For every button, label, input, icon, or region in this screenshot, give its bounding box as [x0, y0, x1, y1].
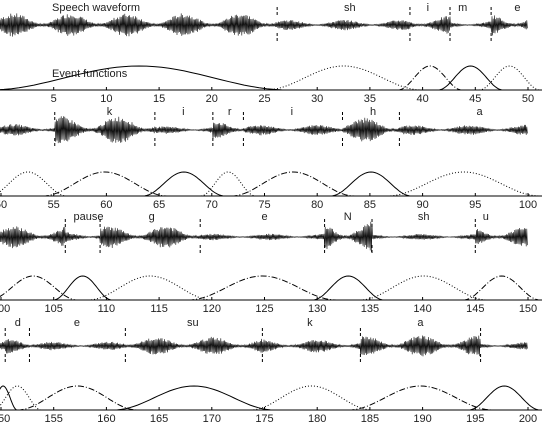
event-function — [387, 171, 541, 197]
x-tick-label: 70 — [206, 199, 218, 211]
event-function — [200, 171, 256, 197]
segment-label: h — [370, 106, 376, 118]
x-tick-label: 160 — [97, 413, 115, 425]
x-tick-label: 85 — [364, 199, 376, 211]
waveform — [0, 116, 528, 144]
x-tick-label: 195 — [466, 413, 484, 425]
x-tick-label: 5 — [51, 93, 57, 105]
segment-label: i — [427, 2, 429, 14]
event-function — [231, 171, 355, 197]
segment-label: k — [307, 317, 313, 329]
x-tick-label: 135 — [361, 303, 379, 315]
x-tick-label: 165 — [150, 413, 168, 425]
segment-label: e — [514, 2, 520, 14]
x-tick-label: 100 — [519, 199, 537, 211]
segment-label: su — [187, 317, 199, 329]
event-function — [437, 65, 504, 91]
x-tick-label: 25 — [258, 93, 270, 105]
event-function — [359, 275, 488, 301]
x-tick-label: 145 — [466, 303, 484, 315]
segment-label: sh — [418, 211, 430, 223]
event-function — [88, 275, 213, 301]
x-tick-label: 20 — [206, 93, 218, 105]
x-tick-label: 55 — [48, 199, 60, 211]
event-function — [53, 275, 113, 301]
x-tick-label: 175 — [255, 413, 273, 425]
event-function — [479, 65, 541, 91]
event-function — [0, 171, 67, 197]
segment-label: u — [483, 211, 489, 223]
event-function — [312, 275, 385, 301]
waveform — [0, 221, 528, 253]
segment-label: m — [458, 2, 467, 14]
x-tick-label: 35 — [364, 93, 376, 105]
x-tick-label: 105 — [45, 303, 63, 315]
x-tick-label: 190 — [413, 413, 431, 425]
segment-label: a — [476, 106, 483, 118]
event-function — [113, 385, 275, 411]
x-tick-label: 50 — [522, 93, 534, 105]
event-function — [397, 65, 463, 91]
segment-label: r — [228, 106, 232, 118]
event-function — [348, 385, 493, 411]
segment-label: e — [74, 317, 80, 329]
x-tick-label: 140 — [413, 303, 431, 315]
waveform — [0, 13, 528, 37]
x-tick-label: 120 — [203, 303, 221, 315]
segment-label: N — [344, 211, 352, 223]
segment-label: d — [15, 317, 21, 329]
x-tick-label: 90 — [416, 199, 428, 211]
x-tick-label: 45 — [469, 93, 481, 105]
segment-label: sh — [344, 2, 356, 14]
event-function — [265, 65, 423, 91]
event-function — [250, 385, 373, 411]
event-function — [0, 385, 42, 411]
event-function — [0, 275, 78, 301]
segment-label: pause — [73, 211, 103, 223]
x-tick-label: 180 — [308, 413, 326, 425]
x-tick-label: 150 — [519, 303, 537, 315]
x-tick-label: 110 — [98, 303, 116, 315]
x-tick-label: 170 — [203, 413, 221, 425]
segment-label: k — [107, 106, 113, 118]
event-function — [0, 385, 18, 411]
event-function — [42, 171, 167, 197]
x-tick-label: 125 — [255, 303, 273, 315]
x-tick-label: 115 — [150, 303, 168, 315]
x-tick-label: 80 — [311, 199, 323, 211]
x-tick-label: 50 — [0, 199, 7, 211]
event-function — [188, 275, 337, 301]
x-tick-label: 75 — [258, 199, 270, 211]
x-tick-label: 65 — [153, 199, 165, 211]
event-function — [330, 171, 412, 197]
event-function — [142, 171, 225, 197]
x-tick-label: 100 — [0, 303, 10, 315]
x-tick-label: 200 — [519, 413, 537, 425]
x-tick-label: 10 — [100, 93, 112, 105]
x-tick-label: 130 — [308, 303, 326, 315]
x-tick-label: 30 — [311, 93, 323, 105]
segment-label: g — [149, 211, 155, 223]
x-tick-label: 150 — [0, 413, 10, 425]
event-function — [463, 275, 541, 301]
x-tick-label: 60 — [100, 199, 112, 211]
x-tick-label: 95 — [469, 199, 481, 211]
event-function — [468, 385, 541, 411]
event-function — [0, 65, 290, 91]
segment-label: i — [291, 106, 293, 118]
x-tick-label: 15 — [153, 93, 165, 105]
segment-label: a — [417, 317, 424, 329]
segment-label: e — [261, 211, 267, 223]
waveform — [0, 335, 528, 357]
x-tick-label: 155 — [45, 413, 63, 425]
annotation: Event functions — [52, 68, 128, 80]
panel-title: Speech waveform — [52, 2, 140, 14]
segment-label: i — [182, 106, 184, 118]
x-tick-label: 40 — [416, 93, 428, 105]
x-tick-label: 185 — [361, 413, 379, 425]
